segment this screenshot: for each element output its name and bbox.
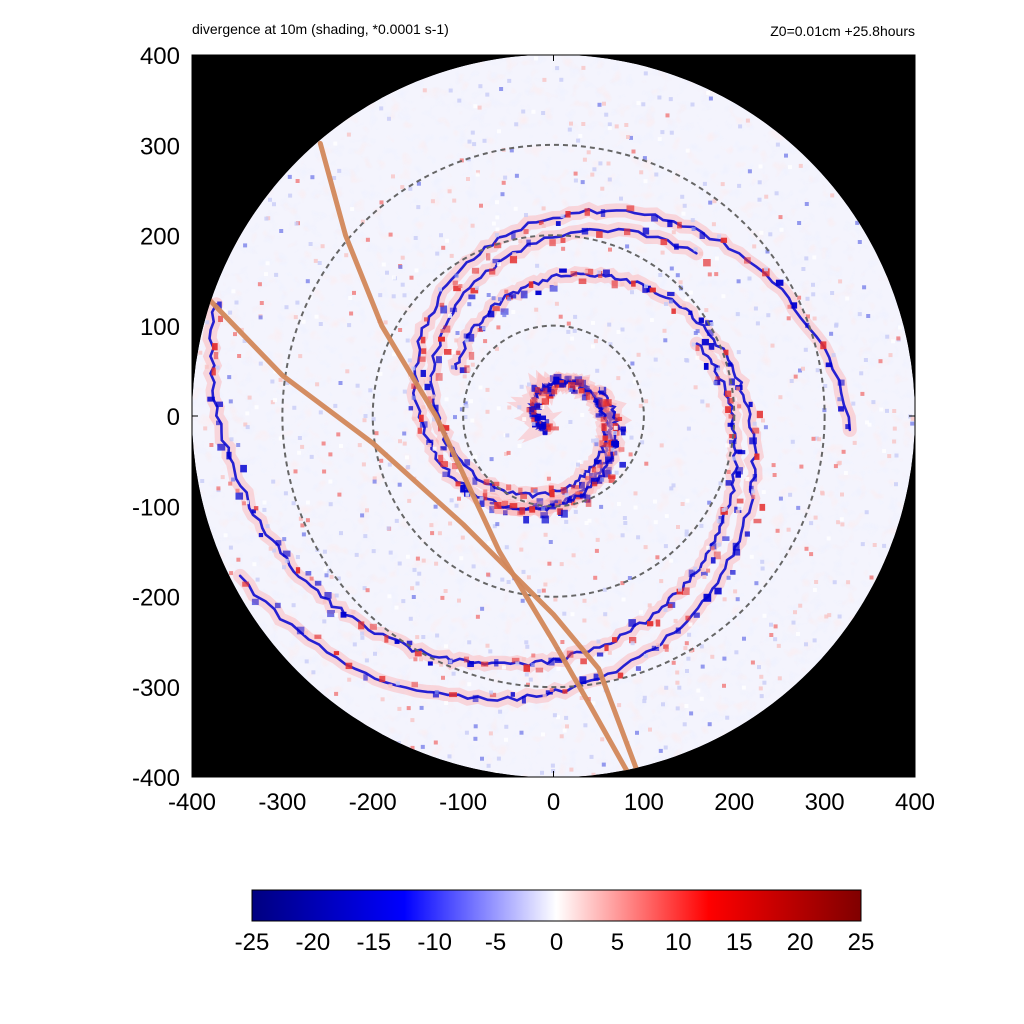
x-tick-label: -100 xyxy=(439,789,487,816)
y-tick-label: -100 xyxy=(132,494,180,521)
colorbar-gradient xyxy=(251,889,862,922)
colorbar-tick-label: 0 xyxy=(550,929,563,956)
divergence-field xyxy=(192,54,915,778)
colorbar-tick-label: 15 xyxy=(726,929,753,956)
radius-circle-300 xyxy=(281,143,826,689)
colorbar-tick-label: -25 xyxy=(235,929,270,956)
y-tick-label: 200 xyxy=(140,224,180,251)
axes: -400 -300 -200 -100 0 100 200 300 400 400 300 200 10… xyxy=(132,43,935,816)
colorbar: -25 -20 -15 -10 -5 0 5 10 15 20 25 xyxy=(235,889,875,956)
colorbar-tick-label: 25 xyxy=(848,929,875,956)
x-tick-label: 0 xyxy=(547,789,560,816)
radius-circle-200 xyxy=(371,234,736,598)
x-tick-label: 300 xyxy=(805,789,845,816)
colorbar-tick-label: 20 xyxy=(787,929,814,956)
x-tick-label: 200 xyxy=(714,789,754,816)
x-tick-label: 100 xyxy=(624,789,664,816)
y-tick-label: 0 xyxy=(167,404,180,431)
y-tick-label: 400 xyxy=(140,43,180,70)
convergence-spiral-band xyxy=(238,271,758,702)
y-tick-label: 100 xyxy=(140,314,180,341)
y-tick-label: -200 xyxy=(132,585,180,612)
colorbar-tick-label: -20 xyxy=(296,929,331,956)
track-line-2 xyxy=(317,140,633,778)
x-tick-label: -200 xyxy=(349,789,397,816)
y-tick-label: -300 xyxy=(132,675,180,702)
chart-title: divergence at 10m (shading, *0.0001 s-1) xyxy=(192,21,449,37)
plot-area xyxy=(192,54,915,778)
y-tick-label: -400 xyxy=(132,765,180,792)
track-line-1 xyxy=(207,298,642,778)
x-tick-label: 400 xyxy=(895,789,935,816)
x-tick-label: -400 xyxy=(168,789,216,816)
radius-circle-100 xyxy=(462,324,645,508)
y-tick-label: 300 xyxy=(140,133,180,160)
colorbar-tick-label: -15 xyxy=(356,929,391,956)
x-tick-label: -300 xyxy=(258,789,306,816)
colorbar-tick-label: -10 xyxy=(417,929,452,956)
colorbar-tick-label: -5 xyxy=(485,929,506,956)
chart-subtitle: Z0=0.01cm +25.8hours xyxy=(770,23,915,39)
colorbar-tick-label: 5 xyxy=(611,929,624,956)
colorbar-tick-label: 10 xyxy=(665,929,692,956)
